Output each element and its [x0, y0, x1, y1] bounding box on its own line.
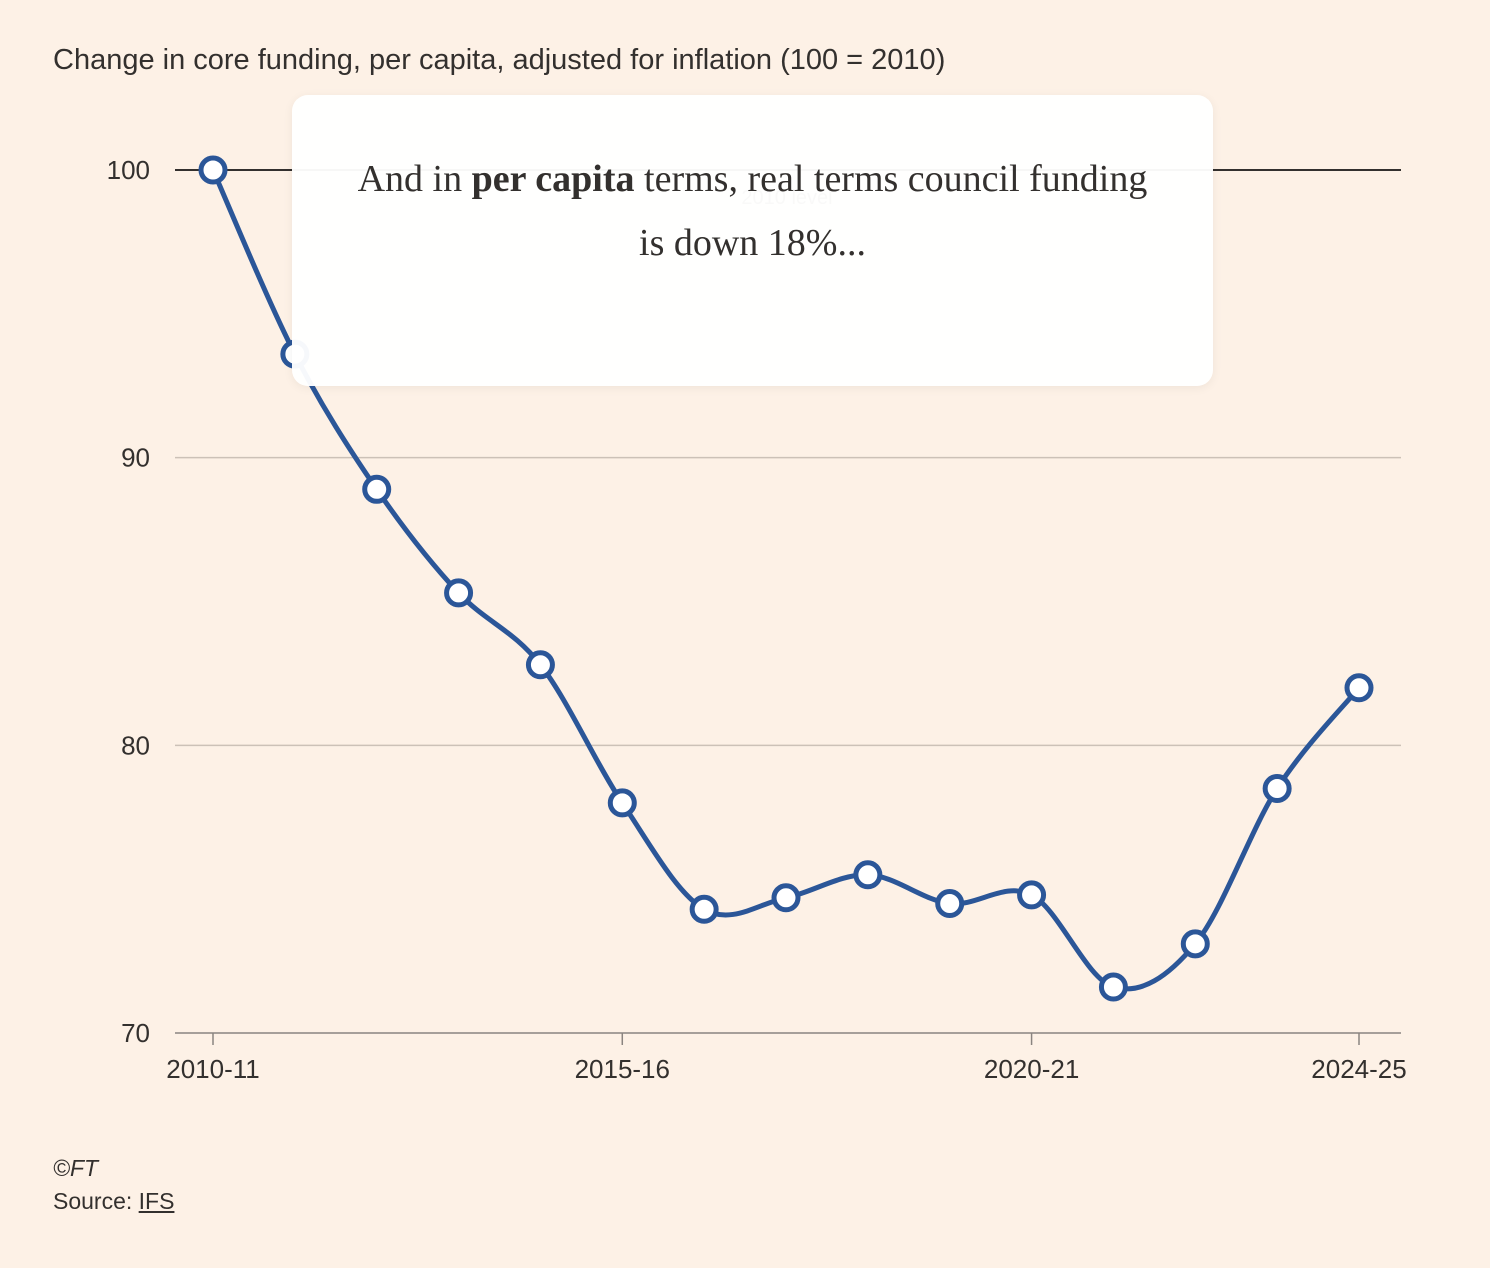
y-tick-label: 70	[121, 1018, 150, 1048]
data-point	[1262, 773, 1292, 803]
data-point	[1180, 929, 1210, 959]
data-point	[607, 788, 637, 818]
data-point	[771, 883, 801, 913]
x-tick-label: 2010-11	[166, 1054, 260, 1084]
data-point	[444, 578, 474, 608]
data-point	[689, 894, 719, 924]
source-link[interactable]: IFS	[138, 1188, 175, 1214]
y-tick-label: 90	[121, 443, 150, 473]
data-point	[1017, 880, 1047, 910]
data-point	[198, 155, 228, 185]
data-point	[1344, 673, 1374, 703]
data-point	[525, 650, 555, 680]
source-prefix: Source:	[53, 1188, 139, 1214]
chart-subtitle: Change in core funding, per capita, adju…	[53, 44, 946, 76]
copyright: ©FT	[53, 1155, 99, 1181]
callout-prefix: And in	[357, 158, 472, 200]
data-point	[935, 889, 965, 919]
x-tick-label: 2015-16	[575, 1054, 670, 1084]
annotation-callout: And in per capita terms, real terms coun…	[292, 95, 1213, 386]
chart-footer: ©FT Source: IFS	[53, 1152, 174, 1218]
x-tick-label: 2024-25	[1311, 1054, 1406, 1084]
series-layer	[198, 155, 1374, 1002]
data-point	[362, 474, 392, 504]
callout-bold: per capita	[471, 158, 635, 200]
source-line: Source: IFS	[53, 1185, 174, 1218]
x-axis: 2010-11 2015-16 2020-21 2024-25	[166, 1033, 1407, 1084]
data-point	[1098, 972, 1128, 1002]
y-tick-label: 80	[121, 730, 150, 760]
callout-last: is down 18%...	[639, 222, 866, 264]
y-tick-label: 100	[107, 155, 150, 185]
callout-middle: terms, real terms council funding	[634, 158, 1148, 200]
x-tick-label: 2020-21	[984, 1054, 1079, 1084]
data-point	[853, 860, 883, 890]
y-axis-ticks: 100 90 80 70	[107, 155, 150, 1048]
